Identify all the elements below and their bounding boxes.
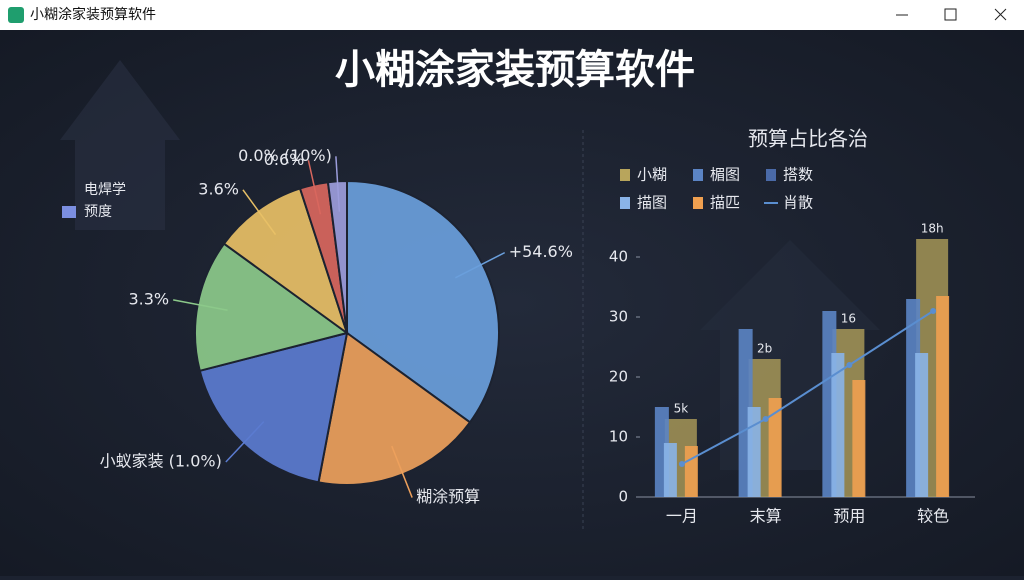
legend-label: 小糊 xyxy=(637,166,667,184)
slice-label: 小蚁家装 (1.0%) xyxy=(100,452,222,471)
line-point xyxy=(678,461,685,467)
legend-swatch xyxy=(62,206,76,218)
legend-label: 预度 xyxy=(84,204,112,220)
bar xyxy=(936,296,950,497)
y-tick-label: 40 xyxy=(609,248,628,266)
y-tick-label: 30 xyxy=(609,308,628,326)
slice-label: +54.6% xyxy=(509,242,573,261)
app-icon xyxy=(8,7,24,23)
bar-annotation: 2b xyxy=(757,342,772,356)
slice-label: 3.6% xyxy=(198,179,239,198)
legend-swatch xyxy=(766,169,776,181)
slice-label: 糊涂预算 xyxy=(416,487,480,506)
line-series xyxy=(681,310,934,465)
y-tick-label: 10 xyxy=(609,428,628,446)
legend-label: 搭数 xyxy=(783,166,813,184)
y-tick-label: 0 xyxy=(618,488,628,506)
legend-swatch xyxy=(693,197,703,209)
slice-label: 0.6% xyxy=(264,150,305,169)
line-point xyxy=(930,308,937,314)
legend-label: 肖散 xyxy=(783,194,813,212)
legend-label: 描匹 xyxy=(710,194,740,212)
bar xyxy=(831,353,845,497)
leader-line xyxy=(225,421,265,463)
legend-label: 描图 xyxy=(637,194,667,212)
bar xyxy=(915,353,929,497)
slice-label: 0.0% (10%) xyxy=(238,146,332,165)
bar xyxy=(747,407,761,497)
window-title: 小糊涂家装预算软件 xyxy=(30,6,156,23)
title-bar xyxy=(0,0,1024,30)
y-tick-label: 20 xyxy=(609,368,628,386)
leader-line xyxy=(307,160,322,215)
x-tick-label: 末算 xyxy=(750,507,782,526)
leader-line xyxy=(242,189,277,236)
bar-annotation: 16 xyxy=(841,312,856,326)
chart-title: 预算占比各治 xyxy=(748,127,868,151)
pie-chart: +54.6% 糊涂预算 小蚁家装 (1.0%) 3.3% 3.6% 0.6%0.0% (1… xyxy=(62,146,573,506)
legend-label: 楣图 xyxy=(710,166,740,184)
leader-line xyxy=(391,445,413,498)
bar-annotation: 18h xyxy=(921,222,944,236)
maximize-button[interactable] xyxy=(944,8,957,21)
bar xyxy=(663,443,677,497)
bar xyxy=(852,380,866,497)
legend-swatch xyxy=(620,169,630,181)
close-button[interactable] xyxy=(994,8,1007,21)
line-point xyxy=(846,362,853,368)
legend-label: 电焊学 xyxy=(84,182,126,198)
x-tick-label: 较色 xyxy=(917,507,949,526)
legend-swatch xyxy=(620,197,630,209)
legend-swatch xyxy=(693,169,703,181)
line-point xyxy=(762,416,769,422)
bar xyxy=(684,446,698,497)
bar xyxy=(768,398,782,497)
app-title: 小糊涂家装预算软件 xyxy=(335,47,695,93)
leader-line xyxy=(455,251,506,279)
slice-label: 3.3% xyxy=(128,289,169,308)
house-decor xyxy=(60,60,180,230)
leader-line xyxy=(335,156,341,212)
leader-line xyxy=(172,299,228,311)
x-tick-label: 预用 xyxy=(833,507,865,526)
x-tick-label: 一月 xyxy=(666,507,698,526)
bar-annotation: 5k xyxy=(674,402,689,416)
